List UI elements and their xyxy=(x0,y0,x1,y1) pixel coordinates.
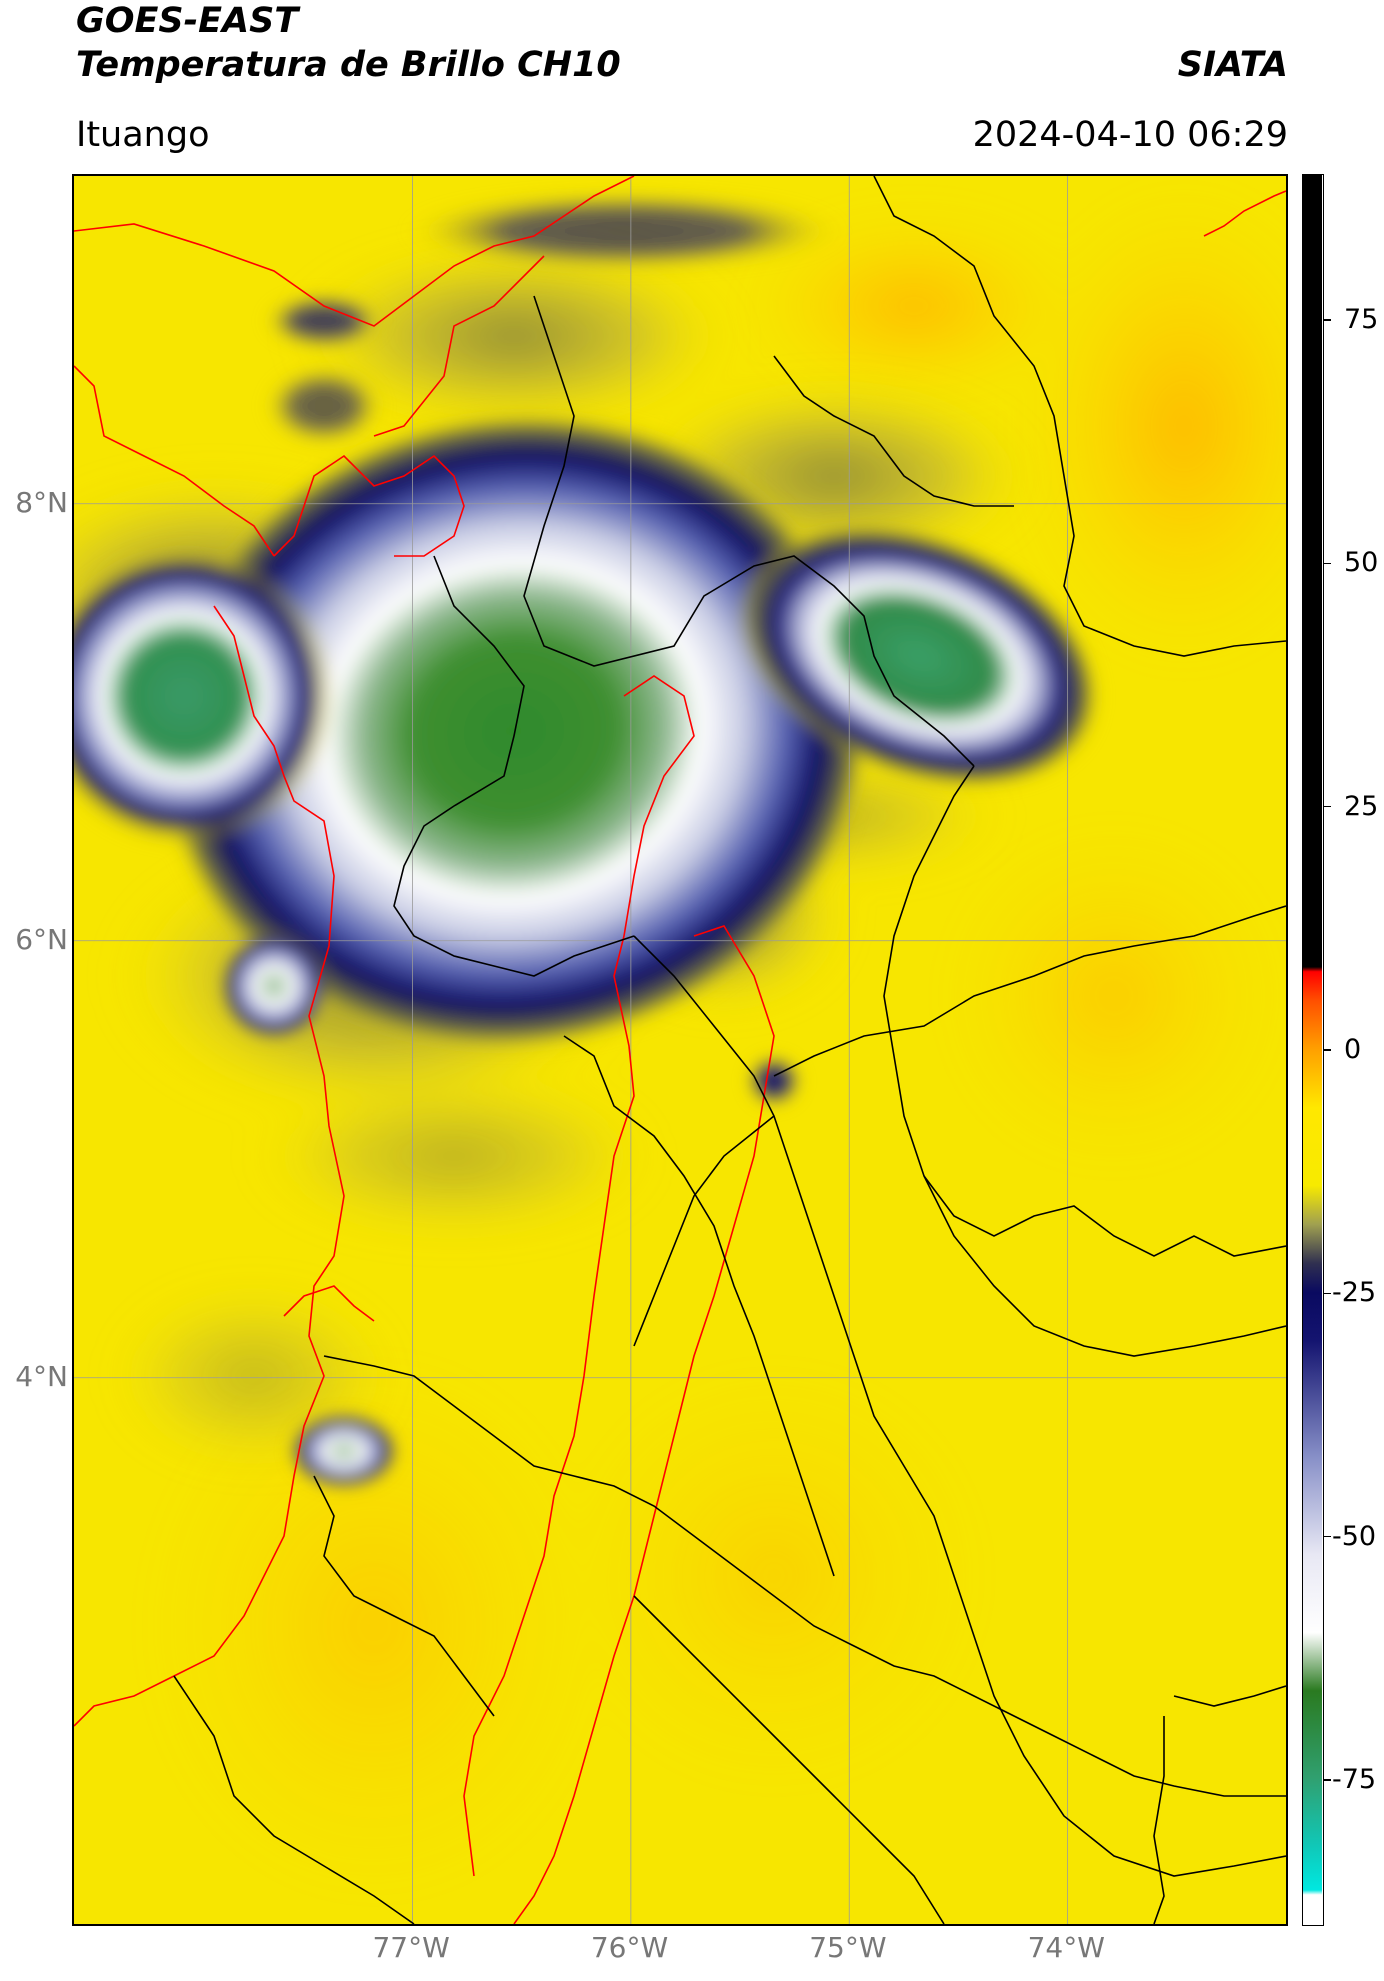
lon-label: 74°W xyxy=(1027,1931,1105,1964)
lon-label: 75°W xyxy=(809,1931,887,1964)
lon-label: 77°W xyxy=(372,1931,450,1964)
colorbar-tick-label: -25 xyxy=(1332,1277,1377,1309)
colorbar-tick xyxy=(1324,1779,1331,1781)
cloud-north-left xyxy=(264,366,384,446)
colorbar-tick xyxy=(1324,319,1331,321)
colorbar-tick-label: 25 xyxy=(1344,790,1379,822)
colorbar-fill xyxy=(1303,175,1322,1924)
satellite-map[interactable] xyxy=(72,174,1288,1926)
org-label: SIATA xyxy=(1177,45,1288,85)
colorbar-tick xyxy=(1324,1292,1331,1295)
colorbar xyxy=(1302,174,1324,1926)
colorbar-tick-label: -75 xyxy=(1332,1764,1377,1795)
warm-areas xyxy=(154,196,1286,1886)
colorbar-tick-label: -50 xyxy=(1332,1520,1377,1552)
colorbar-tick-label: 0 xyxy=(1344,1034,1362,1065)
cloud-central xyxy=(155,409,873,1053)
colorbar-tick-label: 75 xyxy=(1344,304,1379,335)
cloud-small-south xyxy=(219,931,329,1041)
colorbar-tick-label: 50 xyxy=(1344,547,1379,579)
cloud-east xyxy=(737,523,1101,789)
colorbar-canvas xyxy=(1303,175,1322,1924)
cloud-north-strip xyxy=(404,191,844,271)
lat-label: 8°N xyxy=(15,485,68,519)
cloud-west xyxy=(74,546,334,846)
cloud-dark-east xyxy=(746,1055,802,1107)
cloud-north-small xyxy=(264,293,384,349)
map-canvas xyxy=(74,176,1286,1924)
colorbar-tick xyxy=(1324,562,1331,565)
lat-label: 6°N xyxy=(15,922,68,956)
region-label: Ituango xyxy=(76,115,210,155)
lat-label: 4°N xyxy=(15,1359,68,1393)
colorbar-tick xyxy=(1324,805,1331,808)
colorbar-tick xyxy=(1324,1049,1331,1051)
lon-label: 76°W xyxy=(590,1931,669,1964)
colorbar-tick xyxy=(1324,1535,1331,1538)
cloud-small-coast xyxy=(289,1413,399,1489)
satellite-title: GOES-EAST xyxy=(76,1,299,41)
timestamp-label: 2024-04-10 06:29 xyxy=(972,115,1288,155)
gridlines xyxy=(74,176,1286,1924)
product-title: Temperatura de Brillo CH10 xyxy=(76,45,621,85)
coastline xyxy=(74,176,1286,1924)
political-borders xyxy=(173,176,1286,1924)
cloud-systems xyxy=(74,191,1101,1489)
